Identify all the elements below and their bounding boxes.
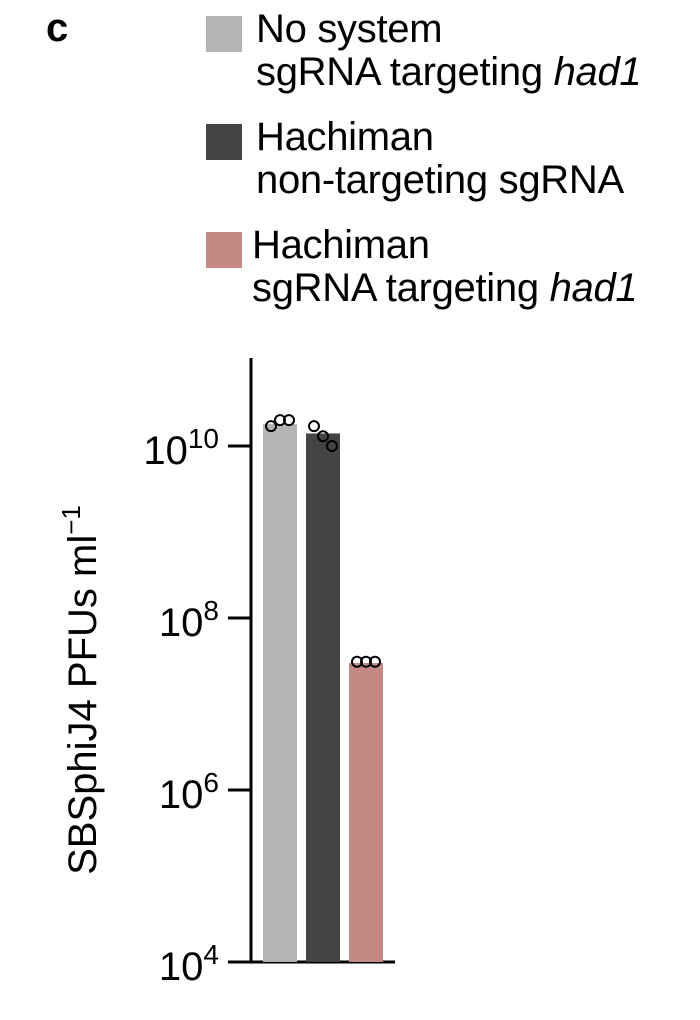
y-tick-label: 108	[159, 595, 219, 645]
bar	[349, 662, 383, 962]
y-tick-label: 106	[159, 767, 219, 817]
legend-swatch	[206, 232, 242, 268]
data-point	[369, 655, 381, 668]
legend-label: Hachiman sgRNA targeting had1	[252, 223, 638, 310]
data-point	[317, 430, 329, 443]
y-tick-label: 104	[159, 939, 219, 989]
data-point	[326, 440, 338, 452]
legend-label: Hachiman non-targeting sgRNA	[256, 115, 624, 202]
y-axis-label: SBSphiJ4 PFUs ml−1	[56, 505, 105, 875]
data-point	[308, 420, 320, 433]
data-point	[265, 420, 277, 433]
panel-label: c	[46, 6, 69, 50]
legend-swatch	[206, 124, 242, 160]
legend-label: No system sgRNA targeting had1	[256, 7, 642, 94]
legend-swatch	[206, 16, 242, 52]
bar	[263, 424, 297, 962]
bar	[306, 433, 340, 962]
data-point	[283, 414, 295, 427]
y-tick-label: 1010	[143, 423, 219, 473]
